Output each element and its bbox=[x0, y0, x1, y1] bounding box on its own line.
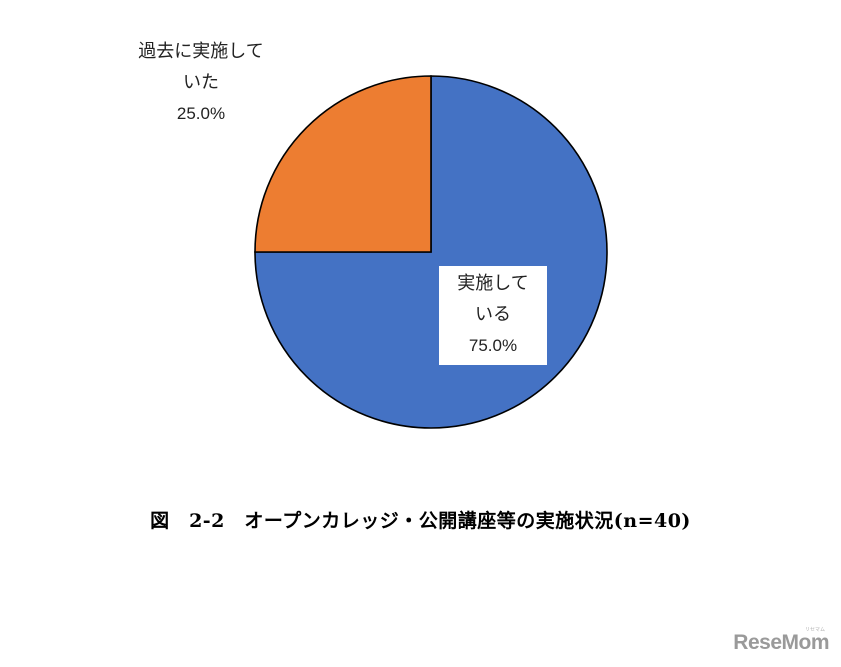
watermark-ruby: リセマム bbox=[804, 627, 825, 633]
slice-label-current-line1: 実施して bbox=[457, 273, 529, 294]
slice-label-current-line2: いる bbox=[475, 304, 511, 325]
pie-slice-past bbox=[254, 75, 432, 253]
slice-label-past-line2: いた bbox=[183, 72, 219, 93]
slice-label-past: 過去に実施して いた 25.0% bbox=[110, 36, 292, 129]
slice-value-current: 75.0% bbox=[468, 336, 518, 355]
watermark-logo: ReseMom bbox=[733, 631, 829, 654]
figure-caption: 図 2-2 オープンカレッジ・公開講座等の実施状況(n=40) bbox=[150, 510, 691, 532]
slice-label-current: 実施して いる 75.0% bbox=[439, 266, 547, 365]
slice-label-past-line1: 過去に実施して bbox=[138, 41, 264, 62]
slice-value-past: 25.0% bbox=[176, 104, 226, 123]
